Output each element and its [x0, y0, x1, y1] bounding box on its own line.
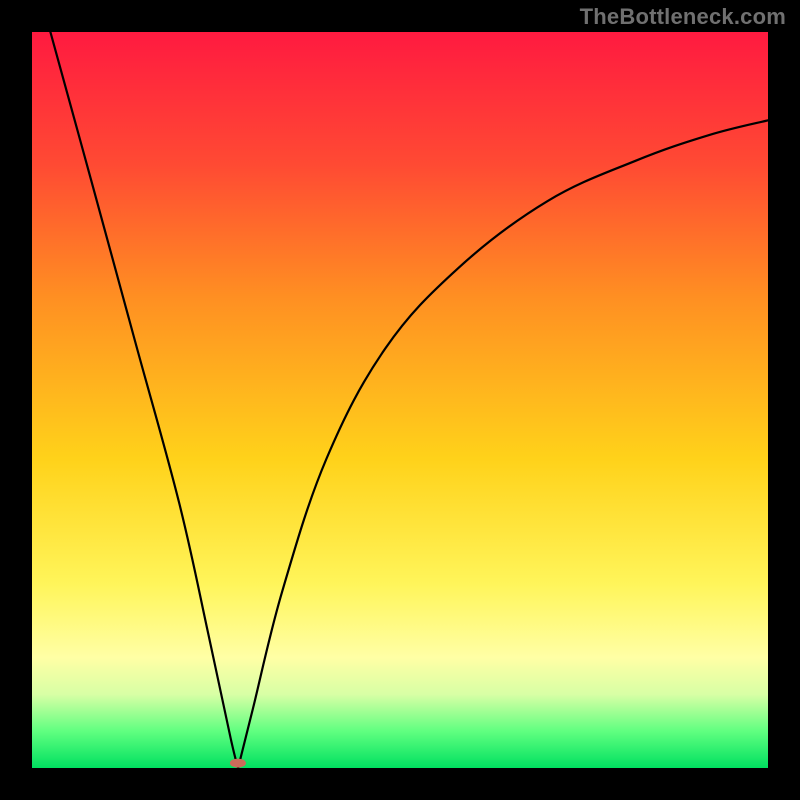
- curve-path: [50, 32, 768, 768]
- plot-area: [32, 32, 768, 768]
- bottleneck-curve: [32, 32, 768, 768]
- watermark-text: TheBottleneck.com: [580, 4, 786, 30]
- chart-frame: TheBottleneck.com: [0, 0, 800, 800]
- min-marker: [230, 758, 246, 767]
